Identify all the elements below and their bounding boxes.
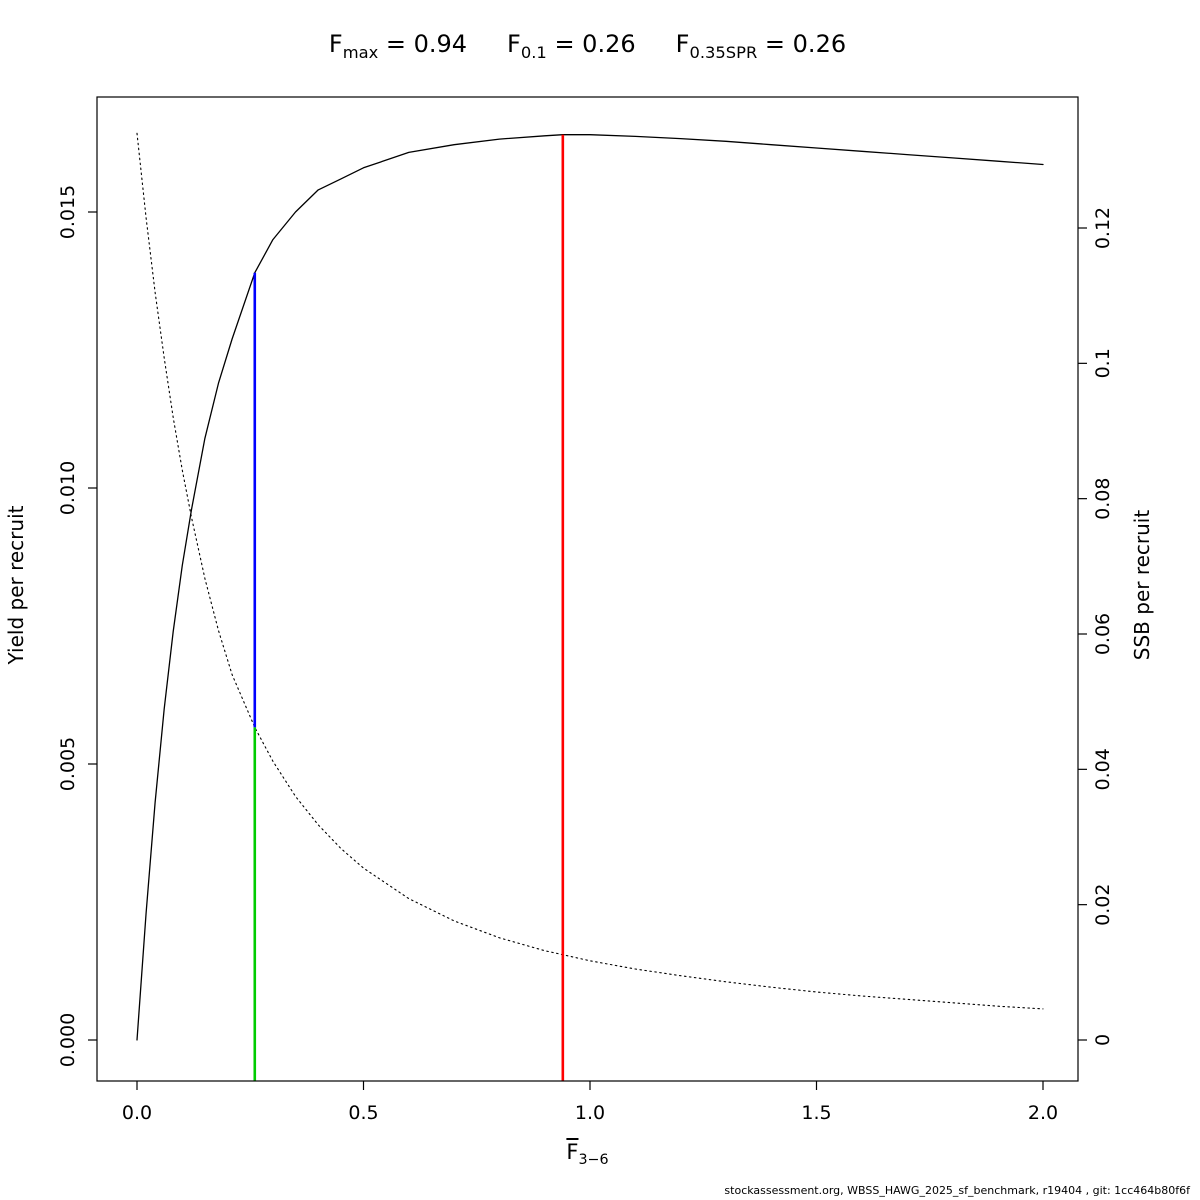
f01-subscript: 0.1 <box>520 42 547 62</box>
f01-equals-value: = 0.26 <box>546 30 636 58</box>
fmax-title-term: Fmax = 0.94 <box>329 30 467 62</box>
y-left-tick-label: 0.005 <box>57 737 79 791</box>
y-left-tick-label: 0.015 <box>57 185 79 239</box>
x-axis-tick-label: 0.5 <box>348 1102 378 1124</box>
x-axis-tick-label: 0.0 <box>122 1102 152 1124</box>
x-axis-label-fbar: F <box>566 1140 579 1164</box>
y-left-tick-label: 0.010 <box>57 461 79 515</box>
plot-title: Fmax = 0.94 F0.1 = 0.26 F0.35SPR = 0.26 <box>0 30 1175 62</box>
f035spr-symbol: F <box>675 30 690 58</box>
plot-box <box>96 96 1079 1082</box>
footer-attribution: stockassessment.org, WBSS_HAWG_2025_sf_b… <box>724 1184 1190 1197</box>
y-left-tick-label: 0.000 <box>57 1013 79 1067</box>
f01-symbol: F <box>507 30 521 58</box>
f035spr-title-term: F0.35SPR = 0.26 <box>676 30 846 62</box>
x-axis-tick-label: 1.0 <box>575 1102 605 1124</box>
y-right-tick-label: 0.12 <box>1092 207 1114 249</box>
x-axis-tick-label: 1.5 <box>801 1102 831 1124</box>
y-axis-label-right: SSB per recruit <box>1130 509 1154 661</box>
ssb-per-recruit-curve <box>136 132 1044 1010</box>
f01-title-term: F0.1 = 0.26 <box>507 30 636 62</box>
y-right-tick-label: 0 <box>1092 1034 1114 1046</box>
y-right-tick-label: 0.02 <box>1092 884 1114 926</box>
y-right-tick-label: 0.08 <box>1092 478 1114 520</box>
fmax-subscript: max <box>342 42 379 62</box>
y-right-tick-label: 0.1 <box>1092 348 1114 378</box>
y-right-tick-label: 0.04 <box>1092 748 1114 790</box>
fmax-equals-value: = 0.94 <box>378 30 468 58</box>
fmax-symbol: F <box>328 30 343 58</box>
f035spr-subscript: 0.35SPR <box>689 42 758 62</box>
y-axis-label-left: Yield per recruit <box>4 505 28 665</box>
x-axis-label: F3−6 <box>0 1140 1175 1168</box>
f035spr-equals-value: = 0.26 <box>757 30 847 58</box>
x-axis-tick-label: 2.0 <box>1028 1102 1058 1124</box>
x-axis-label-subscript: 3−6 <box>578 1152 609 1169</box>
y-right-tick-label: 0.06 <box>1092 613 1114 655</box>
yield-per-recruit-curve <box>136 134 1044 1041</box>
